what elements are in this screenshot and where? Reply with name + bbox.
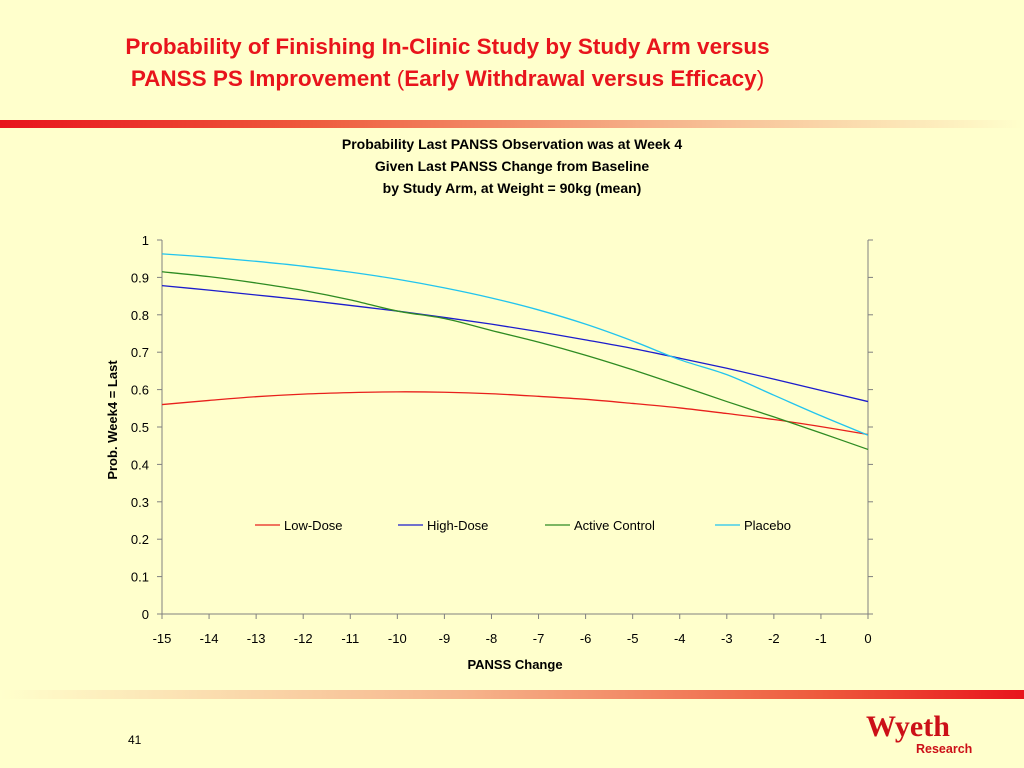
footer-divider-bar <box>0 690 1024 699</box>
title-divider-bar <box>0 120 1024 128</box>
x-tick-label: -1 <box>815 631 827 646</box>
series-line-high-dose <box>161 284 869 403</box>
x-tick-label: -11 <box>341 631 359 646</box>
x-tick-label: -10 <box>388 631 407 646</box>
slide-title-paren-text: Early Withdrawal versus Efficacy <box>404 66 757 91</box>
legend-label: Placebo <box>744 518 791 533</box>
series-line-placebo <box>161 253 869 436</box>
x-tick-label: -6 <box>580 631 592 646</box>
y-tick-label: 0.1 <box>131 570 149 585</box>
legend-label: High-Dose <box>427 518 488 533</box>
chart-title-line2: Given Last PANSS Change from Baseline <box>374 158 650 174</box>
y-tick-label: 0.4 <box>131 457 149 472</box>
series-line-low-dose <box>161 391 869 436</box>
series-line-active-control <box>161 271 869 451</box>
y-tick-label: 0.9 <box>131 270 149 285</box>
y-tick-label: 0.7 <box>131 345 149 360</box>
slide-title-paren-close: ) <box>756 66 765 91</box>
x-tick-label: -2 <box>768 631 780 646</box>
x-tick-label: -5 <box>627 631 639 646</box>
y-tick-label: 0.3 <box>131 495 149 510</box>
slide-title: Probability of Finishing In-Clinic Study… <box>0 31 895 95</box>
wyeth-logo: Wyeth Research <box>866 710 972 756</box>
y-tick-label: 1 <box>142 233 149 248</box>
legend-label: Active Control <box>574 518 655 533</box>
x-tick-label: 0 <box>864 631 871 646</box>
chart-title-line1: Probability Last PANSS Observation was a… <box>341 136 683 152</box>
y-axis-title: Prob. Week4 = Last <box>105 360 120 480</box>
y-tick-label: 0.5 <box>131 420 149 435</box>
x-tick-label: -7 <box>533 631 545 646</box>
legend-label: Low-Dose <box>284 518 343 533</box>
y-tick-label: 0.6 <box>131 383 149 398</box>
slide-title-line2: PANSS PS Improvement (Early Withdrawal v… <box>0 63 895 95</box>
slide-title-main: PANSS PS Improvement <box>130 66 391 91</box>
x-tick-label: -12 <box>294 631 313 646</box>
chart-title: Probability Last PANSS Observation was a… <box>262 133 762 199</box>
x-tick-label: -9 <box>439 631 451 646</box>
x-tick-label: -14 <box>200 631 219 646</box>
slide-title-line1: Probability of Finishing In-Clinic Study… <box>125 34 770 59</box>
x-tick-label: -13 <box>247 631 266 646</box>
y-tick-label: 0 <box>142 607 149 622</box>
x-tick-label: -8 <box>486 631 498 646</box>
logo-subtext: Research <box>916 742 972 756</box>
x-axis-title: PANSS Change <box>467 657 562 672</box>
logo-text: Wyeth <box>866 710 950 743</box>
y-tick-label: 0.2 <box>131 532 149 547</box>
slide-title-paren-open: ( <box>396 66 405 91</box>
slide-number: 41 <box>128 733 142 747</box>
chart-title-line3: by Study Arm, at Weight = 90kg (mean) <box>382 180 642 196</box>
y-tick-label: 0.8 <box>131 308 149 323</box>
x-tick-label: -4 <box>674 631 686 646</box>
x-tick-label: -15 <box>153 631 172 646</box>
x-tick-label: -3 <box>721 631 733 646</box>
